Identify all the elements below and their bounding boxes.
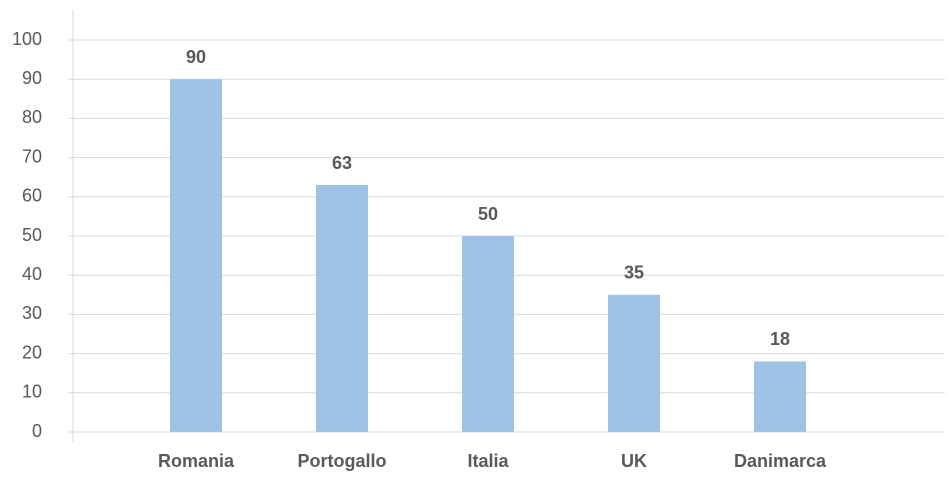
y-tick-label: 70 bbox=[22, 146, 42, 166]
x-tick-label: Portogallo bbox=[298, 451, 387, 471]
data-label: 63 bbox=[332, 153, 352, 173]
y-tick-label: 100 bbox=[12, 29, 42, 49]
y-tick-label: 0 bbox=[32, 421, 42, 441]
data-label: 50 bbox=[478, 204, 498, 224]
bar bbox=[608, 294, 660, 432]
y-tick-label: 20 bbox=[22, 342, 42, 362]
bar bbox=[316, 185, 368, 432]
y-tick-label: 80 bbox=[22, 107, 42, 127]
x-tick-label: UK bbox=[621, 451, 647, 471]
bar bbox=[754, 361, 806, 432]
data-label: 90 bbox=[186, 47, 206, 67]
x-tick-label: Danimarca bbox=[734, 451, 827, 471]
bar bbox=[462, 236, 514, 432]
y-tick-label: 60 bbox=[22, 186, 42, 206]
y-tick-label: 40 bbox=[22, 264, 42, 284]
x-tick-label: Italia bbox=[467, 451, 509, 471]
data-label: 35 bbox=[624, 263, 644, 283]
x-tick-label: Romania bbox=[158, 451, 235, 471]
y-tick-label: 10 bbox=[22, 382, 42, 402]
y-tick-label: 30 bbox=[22, 303, 42, 323]
data-label: 18 bbox=[770, 329, 790, 349]
y-tick-label: 90 bbox=[22, 68, 42, 88]
y-tick-label: 50 bbox=[22, 225, 42, 245]
bar bbox=[170, 79, 222, 432]
